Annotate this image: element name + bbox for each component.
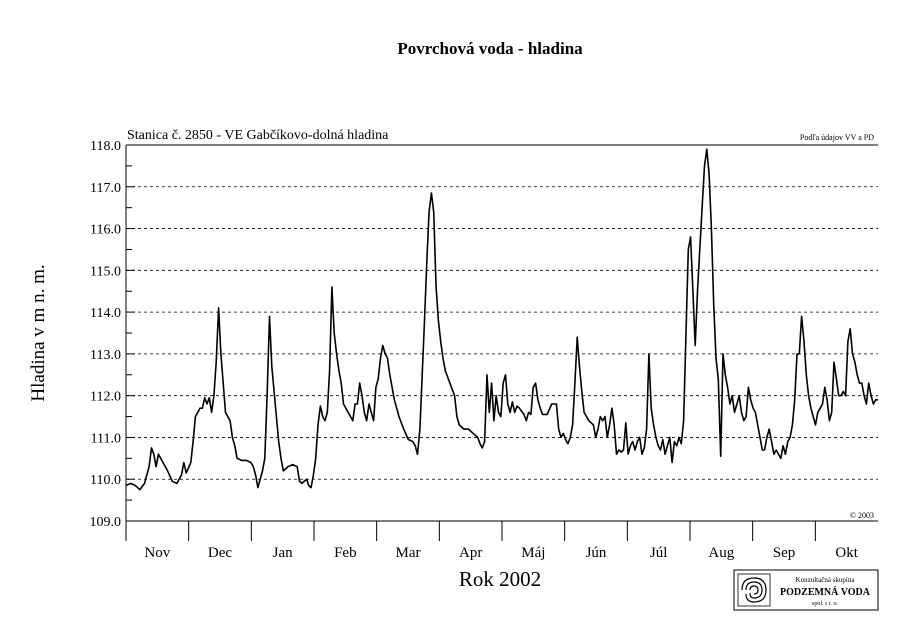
x-axis-label: Rok 2002 xyxy=(459,567,541,591)
month-label: Jan xyxy=(273,545,293,561)
y-tick-label: 110.0 xyxy=(90,473,121,488)
y-tick-label: 112.0 xyxy=(90,390,121,405)
month-label: Okt xyxy=(835,545,858,561)
y-tick-marks xyxy=(126,144,135,522)
month-label: Jún xyxy=(586,545,607,561)
month-label: Júl xyxy=(650,545,668,561)
chart-title: Povrchová voda - hladina xyxy=(397,39,583,58)
y-tick-label: 118.0 xyxy=(90,139,121,154)
y-tick-label: 113.0 xyxy=(90,348,121,363)
y-tick-label: 114.0 xyxy=(90,306,121,321)
chart-subtitle: Stanica č. 2850 - VE Gabčíkovo-dolná hla… xyxy=(127,128,389,143)
month-labels: Nov Dec Jan Feb Mar Apr Máj Jún Júl Aug Sep Okt xyxy=(144,545,858,561)
y-tick-label: 111.0 xyxy=(91,431,121,446)
source-note: Podľa údajov VV a PD xyxy=(800,133,874,142)
copyright-note: © 2003 xyxy=(850,511,874,520)
x-tick-marks xyxy=(188,521,816,541)
month-label: Mar xyxy=(396,545,421,561)
series-line xyxy=(125,148,878,491)
month-label: Apr xyxy=(459,545,482,561)
logo-emblem-icon xyxy=(737,573,771,607)
y-tick-labels: 109.0 110.0 111.0 112.0 113.0 114.0 115.0 116.0… xyxy=(90,139,122,530)
y-tick-label: 116.0 xyxy=(90,223,121,238)
y-tick-label: 117.0 xyxy=(90,181,121,196)
y-tick-label: 109.0 xyxy=(90,515,122,530)
gridlines xyxy=(126,186,878,480)
logo-bottom-text: spol. s r. o. xyxy=(812,601,839,607)
y-axis-label: Hladina v m n. m. xyxy=(28,264,49,401)
month-label: Sep xyxy=(773,545,796,561)
company-logo: Konzultačná skupina PODZEMNÁ VODA spol. … xyxy=(733,569,879,611)
month-label: Máj xyxy=(521,545,545,561)
logo-name-text: PODZEMNÁ VODA xyxy=(780,586,871,598)
month-label: Nov xyxy=(144,545,170,561)
month-label: Aug xyxy=(708,545,734,561)
month-label: Dec xyxy=(208,545,232,561)
month-label: Feb xyxy=(334,545,357,561)
y-tick-label: 115.0 xyxy=(90,264,121,279)
logo-top-text: Konzultačná skupina xyxy=(796,576,856,584)
